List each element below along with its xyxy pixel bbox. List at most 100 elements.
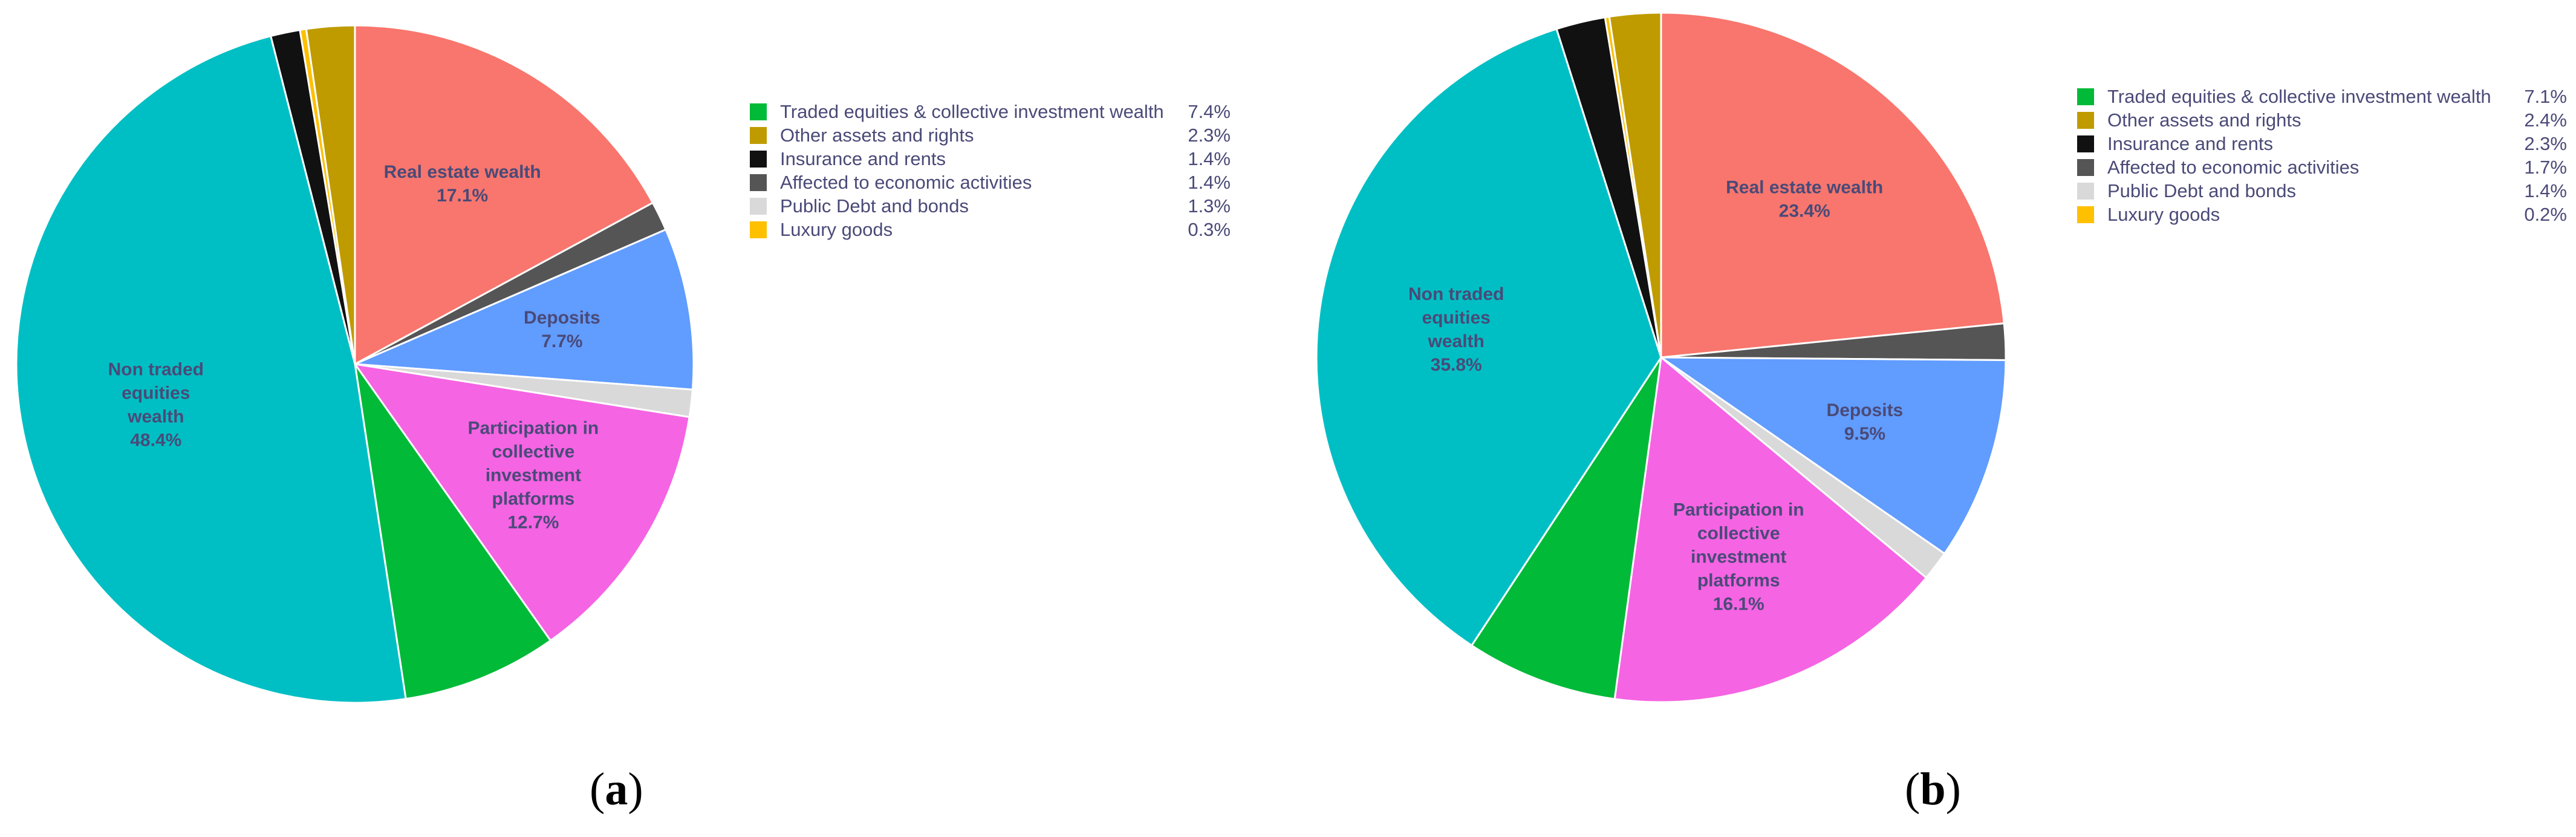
legend-item-public-debt-and-bonds: Public Debt and bonds 1.4% — [2077, 179, 2567, 203]
slice-label-line: Non traded — [1408, 284, 1504, 304]
pie-slice-other-assets-and-rights — [1608, 11, 1662, 358]
legend-value: 0.2% — [2524, 204, 2567, 225]
slice-label-line: 7.7% — [541, 331, 582, 351]
legend-label: Other assets and rights — [780, 125, 974, 146]
pie-chart-a: Real estate wealth 17.1% Deposits 7.7% Parti… — [15, 24, 695, 704]
slice-label-non-traded-equities-wealth: Non traded equities wealth 35.8% — [1408, 284, 1504, 375]
slice-label-line: 35.8% — [1431, 355, 1482, 375]
slice-label-line: platforms — [492, 489, 575, 509]
legend-value: 1.4% — [1188, 172, 1231, 193]
slice-label-non-traded-equities-wealth: Non traded equities wealth 48.4% — [108, 360, 204, 451]
pie-chart-b: Real estate wealth 23.4% Deposits 9.5% Parti… — [1315, 11, 2007, 703]
pie-slice-traded-equities-collective-investment-wealth — [1470, 357, 1662, 700]
slice-label-line: platforms — [1697, 570, 1780, 590]
legend-item-traded-equities-collective-investment-wealth: Traded equities & collective investment … — [2077, 85, 2567, 108]
legend-value: 1.4% — [2524, 180, 2567, 201]
pie-slice-deposits — [354, 228, 695, 391]
legend-swatch — [750, 221, 767, 238]
legend-swatch — [2077, 88, 2094, 105]
slice-label-line: 9.5% — [1844, 424, 1885, 444]
slice-label-line: 12.7% — [507, 512, 559, 532]
slice-label-line: wealth — [1428, 331, 1485, 351]
legend-swatch — [750, 174, 767, 191]
slice-label-line: investment — [1691, 547, 1786, 567]
legend-item-insurance-and-rents: Insurance and rents 2.3% — [2077, 132, 2567, 155]
pie-slice-participation-in-collective-investment-platforms — [353, 362, 691, 642]
slice-label-deposits: Deposits 7.7% — [524, 308, 600, 351]
legend-label: Traded equities & collective investment … — [780, 101, 1164, 122]
legend-item-other-assets-and-rights: Other assets and rights 2.3% — [750, 123, 1231, 147]
slice-label-real-estate-wealth: Real estate wealth 17.1% — [384, 162, 541, 206]
legend-swatch — [750, 127, 767, 144]
legend-item-traded-equities-collective-investment-wealth: Traded equities & collective investment … — [750, 100, 1231, 123]
slice-label-line: Real estate wealth — [384, 162, 541, 182]
pie-slice-participation-in-collective-investment-platforms — [1613, 356, 1928, 703]
legend-label: Public Debt and bonds — [2107, 180, 2296, 201]
legend-value: 0.3% — [1188, 219, 1231, 240]
legend-swatch — [750, 103, 767, 120]
slice-label-line: Non traded — [108, 360, 204, 380]
legend-value: 2.4% — [2524, 109, 2567, 131]
legend-value: 7.4% — [1188, 101, 1231, 122]
legend-label: Insurance and rents — [780, 148, 946, 169]
legend-label: Public Debt and bonds — [780, 195, 969, 217]
caption-a: (a) — [590, 764, 643, 815]
legend-a: Traded equities & collective investment … — [750, 100, 1231, 241]
legend-label: Luxury goods — [2107, 204, 2220, 225]
slice-label-line: equities — [1422, 308, 1491, 328]
caption-b: (b) — [1905, 764, 1961, 815]
legend-label: Luxury goods — [780, 219, 893, 240]
slice-label-real-estate-wealth: Real estate wealth 23.4% — [1726, 178, 1883, 221]
slice-label-line: Participation in — [468, 418, 599, 438]
legend-swatch — [2077, 159, 2094, 176]
legend-label: Traded equities & collective investment … — [2107, 86, 2491, 107]
legend-label: Insurance and rents — [2107, 133, 2274, 154]
legend-value: 7.1% — [2524, 86, 2567, 107]
legend-value: 1.3% — [1188, 195, 1231, 217]
slice-label-line: wealth — [127, 407, 184, 427]
slice-label-line: equities — [122, 383, 190, 403]
slice-label-deposits: Deposits 9.5% — [1827, 400, 1904, 444]
pie-slice-real-estate-wealth — [1660, 11, 2005, 359]
slice-label-line: 16.1% — [1713, 594, 1764, 614]
slice-label-participation-in-collective-investment-platforms: Participation in collective investment plat… — [468, 418, 599, 532]
slice-label-line: 48.4% — [130, 431, 181, 451]
slice-label-line: collective — [1697, 523, 1780, 543]
legend-swatch — [2077, 135, 2094, 152]
slice-label-participation-in-collective-investment-platforms: Participation in collective investment plat… — [1673, 500, 1804, 614]
legend-item-luxury-goods: Luxury goods 0.3% — [750, 218, 1231, 241]
pie-slice-non-traded-equities-wealth — [1315, 27, 1662, 647]
chart-panel-b: Real estate wealth 23.4% Deposits 9.5% Parti… — [1288, 0, 2576, 837]
legend-item-other-assets-and-rights: Other assets and rights 2.4% — [2077, 108, 2567, 132]
legend-b: Traded equities & collective investment … — [2077, 85, 2567, 226]
pie-slice-real-estate-wealth — [354, 24, 654, 366]
legend-value: 2.3% — [1188, 125, 1231, 146]
legend-item-affected-to-economic-activities: Affected to economic activities 1.7% — [2077, 155, 2567, 179]
pie-slice-non-traded-equities-wealth — [15, 34, 407, 704]
legend-label: Affected to economic activities — [780, 172, 1032, 193]
legend-value: 1.4% — [1188, 148, 1231, 169]
legend-swatch — [2077, 206, 2094, 223]
legend-value: 1.7% — [2524, 157, 2567, 178]
legend-item-insurance-and-rents: Insurance and rents 1.4% — [750, 147, 1231, 171]
legend-swatch — [2077, 112, 2094, 129]
slice-label-line: investment — [486, 465, 581, 485]
slice-label-line: Participation in — [1673, 500, 1804, 519]
legend-swatch — [750, 151, 767, 168]
slice-label-line: Real estate wealth — [1726, 178, 1883, 198]
pie-slice-deposits — [1658, 356, 2007, 555]
slice-label-line: 17.1% — [437, 186, 488, 206]
slice-label-line: Deposits — [1827, 400, 1904, 420]
legend-item-luxury-goods: Luxury goods 0.2% — [2077, 203, 2567, 226]
pie-slice-other-assets-and-rights — [305, 24, 356, 365]
legend-swatch — [750, 198, 767, 215]
slice-label-line: Deposits — [524, 308, 600, 328]
legend-item-public-debt-and-bonds: Public Debt and bonds 1.3% — [750, 194, 1231, 218]
slice-label-line: 23.4% — [1779, 201, 1830, 221]
chart-panel-a: Real estate wealth 17.1% Deposits 7.7% Parti… — [15, 24, 1231, 815]
legend-label: Other assets and rights — [2107, 109, 2301, 131]
legend-item-affected-to-economic-activities: Affected to economic activities 1.4% — [750, 171, 1231, 194]
pie-slice-traded-equities-collective-investment-wealth — [354, 363, 552, 700]
slice-label-line: collective — [492, 441, 575, 461]
legend-value: 2.3% — [2524, 133, 2567, 154]
